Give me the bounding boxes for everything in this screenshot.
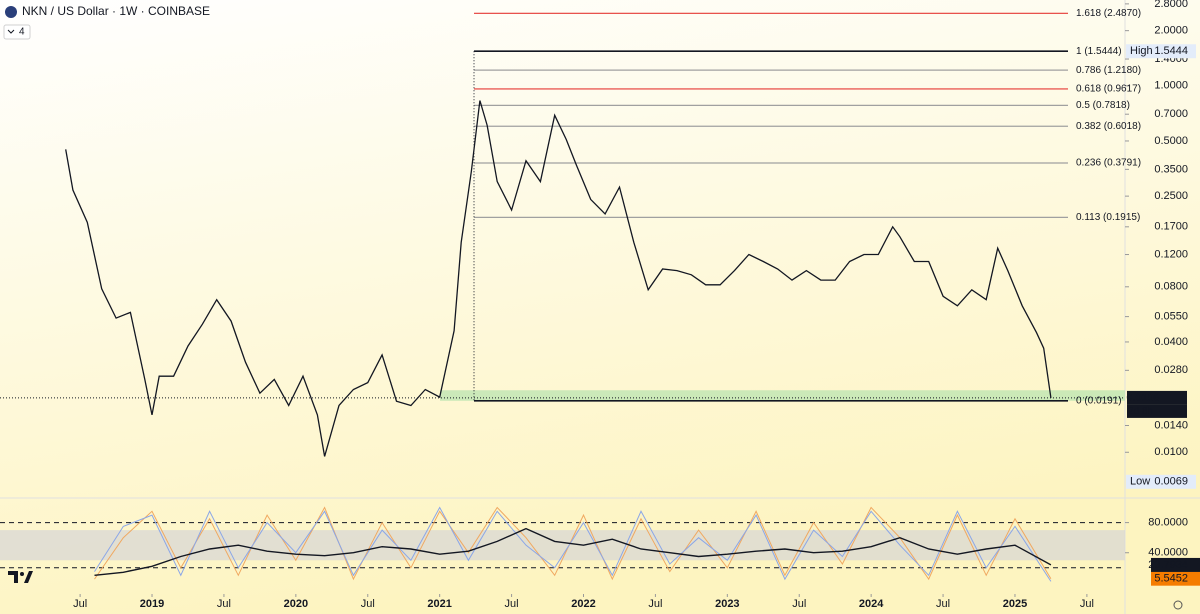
high-tag [1126,44,1196,59]
symbol-title: NKN / US Dollar · 1W · COINBASE [22,4,210,18]
chevron-icon [7,29,15,34]
settings-icon[interactable] [1173,600,1183,610]
fib-label: 0.618 (0.9617) [1076,84,1141,95]
x-tick-label: Jul [73,598,87,610]
fib-label: 0.382 (0.6018) [1076,121,1141,132]
y-tick-label: 0.5000 [1154,135,1188,147]
y-tick-label: 0.3500 [1154,163,1188,175]
support-zone [440,390,1125,401]
y-tick-label: 2.0000 [1154,25,1188,37]
fib-label: 1 (1.5444) [1076,46,1122,57]
x-tick-label: 2021 [427,598,451,610]
y-tick-label: 1.0000 [1154,80,1188,92]
x-tick-label: Jul [936,598,950,610]
x-tick-label: 2023 [715,598,739,610]
x-tick-label: 2020 [284,598,308,610]
low-title: Low [1130,476,1150,488]
fib-label: 1.618 (2.4870) [1076,8,1141,19]
y-tick-label: 0.0280 [1154,364,1188,376]
x-tick-label: Jul [1080,598,1094,610]
x-tick-label: Jul [505,598,519,610]
oscillator-line [94,527,1052,576]
price-line [65,100,1052,457]
y-tick-label: 0.0100 [1154,446,1188,458]
last-value-tag [1151,557,1200,572]
x-tick-label: 2019 [140,598,164,610]
y-tick-label: 80.0000 [1148,517,1188,529]
y-tick-label: 0.1700 [1154,221,1188,233]
y-tick-label: 40.0000 [1148,547,1188,559]
tradingview-logo [8,571,33,583]
fib-label: 0.113 (0.1915) [1076,212,1140,223]
fib-label: 0.236 (0.3791) [1076,158,1141,169]
x-tick-label: Jul [361,598,375,610]
x-tick-label: Jul [217,598,231,610]
last-value-label: 23.7934 [1148,559,1188,571]
x-tick-label: Jul [648,598,662,610]
high-title: High [1130,45,1153,57]
y-tick-label: 0.0400 [1154,336,1188,348]
low-value: 0.0069 [1154,476,1188,488]
countdown-label: 2d 8h [1128,406,1153,417]
y-tick-label: 0.0800 [1154,281,1188,293]
high-value: 1.5444 [1154,45,1188,57]
last-value-label: 5.5452 [1154,573,1188,585]
y-tick-label: 0.7000 [1154,108,1188,120]
x-tick-label: 2022 [571,598,595,610]
y-tick-label: 0.1200 [1154,248,1188,260]
y-tick-label: 0.0550 [1154,311,1188,323]
last-price-tag [1127,390,1187,405]
last-value-tag [1151,571,1200,586]
x-tick-label: Jul [792,598,806,610]
fib-label: 0.786 (1.2180) [1076,65,1141,76]
x-tick-label: 2024 [859,598,884,610]
y-tick-label: 2.8000 [1154,0,1188,10]
oscillator-line [94,506,1052,582]
fib-label: 0 (0.0191) [1076,395,1122,406]
y-tick-label: 0.2500 [1154,190,1188,202]
y-tick-label: 0.0140 [1154,419,1188,431]
countdown-tag [1127,404,1187,418]
indicator-count: 4 [19,27,25,38]
x-tick-label: 2025 [1003,598,1027,610]
low-tag [1126,474,1196,489]
symbol-icon [5,6,17,18]
fib-label: 0.5 (0.7818) [1076,100,1130,111]
last-price-label: 0.0198 [1126,392,1160,404]
indicator-toggle[interactable] [3,24,31,40]
